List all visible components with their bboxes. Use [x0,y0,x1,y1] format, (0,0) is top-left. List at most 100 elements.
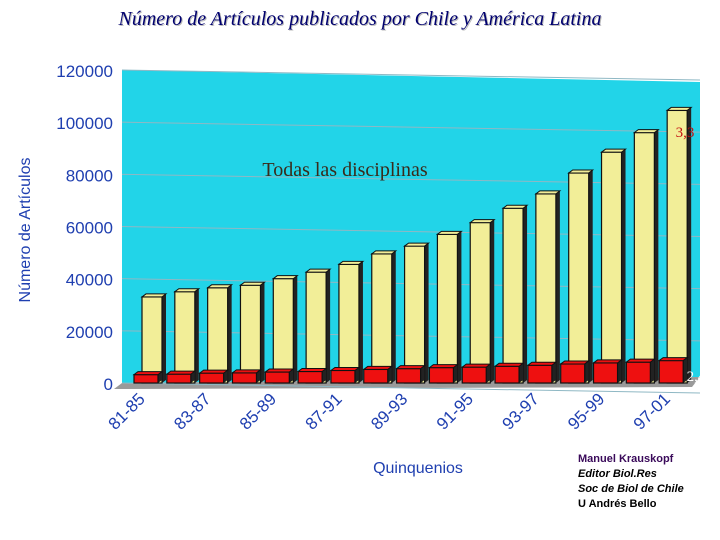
y-tick-label: 20000 [66,323,113,342]
chile-bar [624,358,656,384]
latam-bar-front [666,109,688,384]
chile-bar-front [133,374,159,384]
y-tick-label: 100000 [56,114,113,133]
x-axis-label: Quinquenios [373,460,463,477]
latam-bar-front [207,287,229,384]
latam-bar-top [632,129,660,134]
y-tick-label: 0 [104,375,113,394]
latam-bar-top [665,106,693,111]
latam-bar-top [304,268,332,273]
chile-bar-front [461,366,487,384]
chile-bar [526,361,558,384]
gridline [121,382,701,394]
latam-bar-side [424,243,429,383]
chile-bar-front [592,362,619,384]
chile-bar [165,370,197,384]
latam-bar-side [194,288,199,383]
chile-bar [559,360,591,384]
latam-bar [665,106,693,384]
chile-bar [460,363,492,384]
latam-bar-top [501,204,529,209]
chile-bar-front [166,373,192,384]
chile-bar-side [683,357,688,383]
latam-bar-side [227,284,232,383]
chile-bar-front [297,370,323,384]
chile-bar-top [624,358,656,363]
gridline [121,69,701,81]
latam-bar-side [588,170,593,383]
latam-bar-top [271,275,299,280]
chile-bar-top [230,369,262,374]
x-tick-label: 97-01 [630,389,674,433]
chile-bar-front [395,368,422,384]
latam-bar-side [457,231,462,383]
y-axis-label: Número de Artículos [17,158,34,303]
latam-bar-side [621,149,626,383]
chile-bar-side [354,367,359,383]
chile-bar-front [658,359,684,384]
credit-university: U Andrés Bello [578,498,657,510]
chile-bar-front [428,367,455,384]
latam-bar-side [654,129,659,383]
chile-bar-top [132,371,164,376]
latam-bar-top [600,148,628,153]
latam-bar-front [338,263,360,384]
latam-bar-front [535,193,557,384]
latam-bar-side [162,293,166,383]
x-tick-labels: 81-85 83-87 85-89 87-91 89-93 91-95 93-97 95-99… [105,389,674,433]
y-tick-label: 40000 [66,271,113,290]
latam-bar-front [436,233,459,384]
latam-bar-side [523,205,528,383]
chile-bar-front [625,361,651,384]
latam-bar-front [502,207,524,384]
chile-bar-side [289,369,294,383]
annotation-all-disciplines: Todas las disciplinas [262,159,427,181]
chile-bar-side [584,360,589,383]
latam-bar-top [534,190,562,195]
chile-bar-side [650,359,655,383]
latam-bar [632,129,660,384]
chile-bar-front [330,369,356,384]
latam-bar-top [435,230,463,235]
chile-bar-front [199,372,225,384]
latam-bar-front [371,253,393,384]
chile-bar [263,368,295,384]
latam-bar [370,250,398,384]
latam-bar-front [272,278,294,384]
latam-bar [140,293,168,384]
credit-society: Soc de Biol de Chile [578,483,684,495]
chile-bar-top [493,362,525,367]
chile-bar-side [519,363,524,383]
chile-bar-top [165,370,197,375]
latam-bar-top [370,250,398,255]
chile-bar-top [526,361,558,366]
latam-bar-top [567,169,595,174]
latam-bar-front [469,221,491,384]
chile-bar-top [296,368,328,373]
x-tick-label: 91-95 [433,389,477,433]
x-tick-label: 95-99 [564,389,608,433]
latam-bar [206,284,234,384]
chile-bar-front [264,371,290,384]
latam-bar-front [403,245,426,384]
latam-bar-side [293,275,298,383]
latam-bar [501,204,529,384]
chile-bar-top [362,365,394,370]
latam-bar-top [403,242,431,247]
chile-bar-top [395,365,427,370]
chile-bar-front [494,365,520,384]
latam-bar-side [391,250,396,383]
chile-bar [362,365,394,384]
chile-bar-front [527,364,553,384]
x-tick-label: 81-85 [105,389,149,433]
x-tick-label: 93-97 [499,389,543,433]
y-tick-label: 60000 [66,219,113,238]
latam-bar [567,169,595,384]
chile-bar [427,364,459,384]
latam-bar [600,148,628,384]
author-credit: Manuel Krauskopf Editor Biol.Res Soc de … [578,452,684,512]
latam-bar-side [687,107,692,383]
latam-bars [140,106,693,384]
latam-bar-side [358,261,363,383]
